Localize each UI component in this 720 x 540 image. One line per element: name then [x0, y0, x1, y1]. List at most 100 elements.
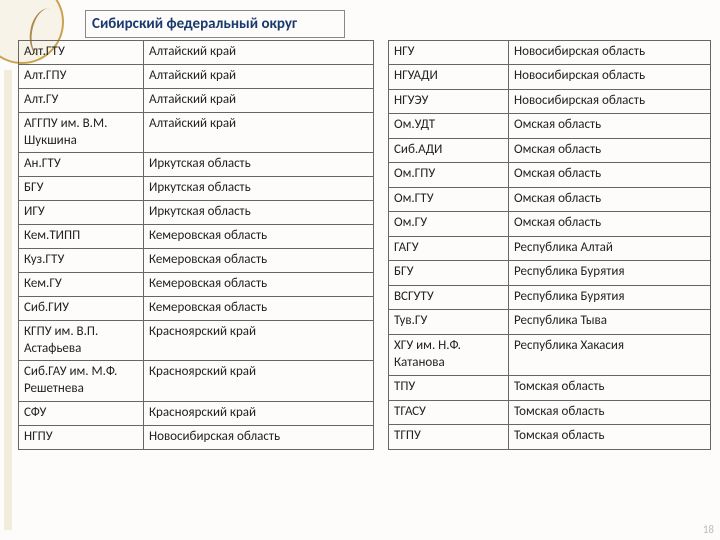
tables-container: Алт.ГТУАлтайский крайАлт.ГПУАлтайский кр…: [18, 40, 712, 450]
inst-abbr-cell: АГГПУ им. В.М. Шукшина: [19, 112, 144, 153]
table-row: Ом.ГТУОмская область: [389, 187, 711, 211]
table-row: АГГПУ им. В.М. ШукшинаАлтайский край: [19, 112, 374, 153]
inst-abbr-cell: Сиб.ГИУ: [19, 296, 144, 320]
region-cell: Республика Бурятия: [509, 285, 711, 309]
region-cell: Республика Алтай: [509, 236, 711, 260]
region-cell: Омская область: [509, 163, 711, 187]
table-row: Тув.ГУРеспублика Тыва: [389, 310, 711, 334]
table-row: Ом.ГПУОмская область: [389, 163, 711, 187]
table-row: ТГПУТомская область: [389, 425, 711, 450]
table-row: ТГАСУТомская область: [389, 400, 711, 424]
inst-abbr-cell: ТГАСУ: [389, 400, 509, 424]
region-cell: Томская область: [509, 400, 711, 424]
region-cell: Новосибирская область: [144, 426, 374, 450]
region-cell: Красноярский край: [144, 402, 374, 426]
region-cell: Новосибирская область: [509, 65, 711, 89]
inst-abbr-cell: Сиб.ГАУ им. М.Ф. Решетнева: [19, 361, 144, 402]
inst-abbr-cell: НГУ: [389, 41, 509, 65]
inst-abbr-cell: ВСГУТУ: [389, 285, 509, 309]
inst-abbr-cell: ТПУ: [389, 376, 509, 400]
region-cell: Республика Тыва: [509, 310, 711, 334]
inst-abbr-cell: ХГУ им. Н.Ф. Катанова: [389, 334, 509, 376]
region-cell: Омская область: [509, 212, 711, 236]
region-cell: Алтайский край: [144, 41, 374, 65]
table-row: Ан.ГТУИркутская область: [19, 153, 374, 177]
region-cell: Омская область: [509, 187, 711, 211]
table-row: НГУНовосибирская область: [389, 41, 711, 65]
inst-abbr-cell: Ом.ГТУ: [389, 187, 509, 211]
region-cell: Алтайский край: [144, 88, 374, 112]
table-row: Алт.ГУАлтайский край: [19, 88, 374, 112]
inst-abbr-cell: Кем.ГУ: [19, 272, 144, 296]
region-cell: Томская область: [509, 376, 711, 400]
table-row: Алт.ГПУАлтайский край: [19, 64, 374, 88]
inst-abbr-cell: Сиб.АДИ: [389, 138, 509, 162]
inst-abbr-cell: Кем.ТИПП: [19, 225, 144, 249]
title-box: Сибирский федеральный округ: [85, 10, 345, 38]
inst-abbr-cell: НГПУ: [19, 426, 144, 450]
table-row: Алт.ГТУАлтайский край: [19, 41, 374, 65]
table-row: ГАГУРеспублика Алтай: [389, 236, 711, 260]
table-row: СФУКрасноярский край: [19, 402, 374, 426]
table-row: КГПУ им. В.П. АстафьеваКрасноярский край: [19, 320, 374, 361]
inst-abbr-cell: НГУАДИ: [389, 65, 509, 89]
inst-abbr-cell: БГУ: [389, 261, 509, 285]
region-cell: Омская область: [509, 114, 711, 138]
inst-abbr-cell: ГАГУ: [389, 236, 509, 260]
inst-abbr-cell: Алт.ГТУ: [19, 41, 144, 65]
region-cell: Красноярский край: [144, 320, 374, 361]
region-cell: Республика Хакасия: [509, 334, 711, 376]
table-row: Ом.ГУОмская область: [389, 212, 711, 236]
region-cell: Новосибирская область: [509, 89, 711, 113]
inst-abbr-cell: ТГПУ: [389, 425, 509, 450]
page-number: 18: [703, 523, 714, 536]
table-row: Куз.ГТУКемеровская область: [19, 249, 374, 273]
inst-abbr-cell: Алт.ГПУ: [19, 64, 144, 88]
region-cell: Омская область: [509, 138, 711, 162]
inst-abbr-cell: Куз.ГТУ: [19, 249, 144, 273]
region-cell: Алтайский край: [144, 112, 374, 153]
table-row: НГУЭУНовосибирская область: [389, 89, 711, 113]
inst-abbr-cell: СФУ: [19, 402, 144, 426]
inst-abbr-cell: ИГУ: [19, 201, 144, 225]
table-row: БГУИркутская область: [19, 177, 374, 201]
inst-abbr-cell: Алт.ГУ: [19, 88, 144, 112]
inst-abbr-cell: КГПУ им. В.П. Астафьева: [19, 320, 144, 361]
inst-abbr-cell: Ом.УДТ: [389, 114, 509, 138]
region-cell: Красноярский край: [144, 361, 374, 402]
inst-abbr-cell: НГУЭУ: [389, 89, 509, 113]
inst-abbr-cell: Ом.ГПУ: [389, 163, 509, 187]
inst-abbr-cell: Ом.ГУ: [389, 212, 509, 236]
region-cell: Иркутская область: [144, 177, 374, 201]
table-row: БГУРеспублика Бурятия: [389, 261, 711, 285]
page-title: Сибирский федеральный округ: [86, 11, 344, 37]
region-cell: Новосибирская область: [509, 41, 711, 65]
table-row: Кем.ТИППКемеровская область: [19, 225, 374, 249]
region-cell: Иркутская область: [144, 153, 374, 177]
table-row: Сиб.ГИУКемеровская область: [19, 296, 374, 320]
region-cell: Кемеровская область: [144, 272, 374, 296]
table-row: Ом.УДТОмская область: [389, 114, 711, 138]
region-cell: Кемеровская область: [144, 249, 374, 273]
table-row: ВСГУТУРеспублика Бурятия: [389, 285, 711, 309]
left-strip: [4, 70, 12, 530]
inst-abbr-cell: Ан.ГТУ: [19, 153, 144, 177]
region-cell: Иркутская область: [144, 201, 374, 225]
left-table: Алт.ГТУАлтайский крайАлт.ГПУАлтайский кр…: [18, 40, 374, 450]
region-cell: Алтайский край: [144, 64, 374, 88]
region-cell: Республика Бурятия: [509, 261, 711, 285]
region-cell: Томская область: [509, 425, 711, 450]
region-cell: Кемеровская область: [144, 225, 374, 249]
table-row: ХГУ им. Н.Ф. КатановаРеспублика Хакасия: [389, 334, 711, 376]
region-cell: Кемеровская область: [144, 296, 374, 320]
table-row: НГУАДИНовосибирская область: [389, 65, 711, 89]
table-row: Сиб.ГАУ им. М.Ф. РешетневаКрасноярский к…: [19, 361, 374, 402]
inst-abbr-cell: Тув.ГУ: [389, 310, 509, 334]
table-row: НГПУНовосибирская область: [19, 426, 374, 450]
table-row: Сиб.АДИОмская область: [389, 138, 711, 162]
table-row: ТПУТомская область: [389, 376, 711, 400]
table-row: ИГУИркутская область: [19, 201, 374, 225]
inst-abbr-cell: БГУ: [19, 177, 144, 201]
right-table: НГУНовосибирская областьНГУАДИНовосибирс…: [388, 40, 711, 450]
table-row: Кем.ГУКемеровская область: [19, 272, 374, 296]
